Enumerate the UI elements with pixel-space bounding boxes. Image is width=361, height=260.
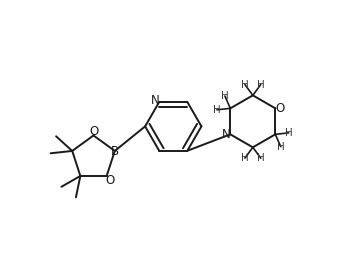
Text: N: N: [222, 128, 230, 141]
Text: O: O: [89, 125, 98, 138]
Text: H: H: [241, 153, 249, 163]
Text: H: H: [241, 80, 249, 89]
Text: O: O: [105, 174, 114, 187]
Text: B: B: [111, 145, 119, 158]
Text: H: H: [285, 128, 292, 138]
Text: O: O: [276, 102, 285, 115]
Text: H: H: [213, 105, 221, 115]
Text: H: H: [257, 153, 265, 163]
Text: H: H: [277, 142, 284, 152]
Text: H: H: [257, 80, 265, 89]
Text: H: H: [221, 91, 229, 101]
Text: N: N: [151, 94, 159, 107]
